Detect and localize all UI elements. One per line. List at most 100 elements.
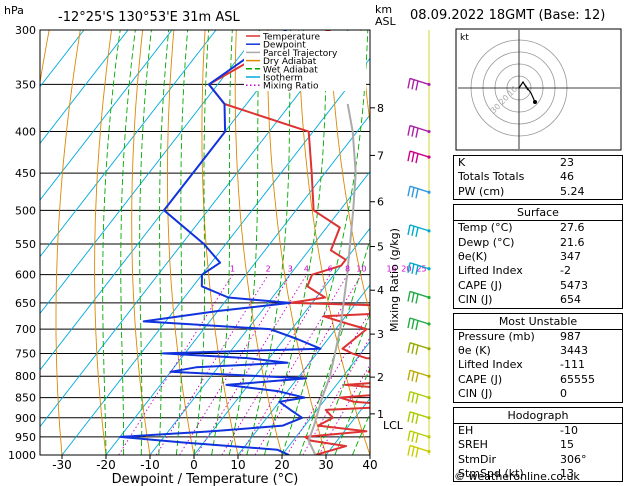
index-label: Totals Totals xyxy=(458,170,525,184)
isotherm xyxy=(281,340,370,455)
dry-adiabat xyxy=(298,30,370,455)
barb-dot xyxy=(427,190,431,194)
mixing-ratio-label: 20 xyxy=(401,265,411,274)
barb-flag xyxy=(411,412,415,423)
barb-staff xyxy=(409,411,430,419)
wet-adiabat xyxy=(316,312,370,455)
barb-flag xyxy=(415,320,419,331)
index-value: 306° xyxy=(560,452,587,466)
wind-barb xyxy=(407,444,431,458)
index-row: Dewp (°C) 21.6 xyxy=(454,236,622,250)
index-row: PW (cm) 5.24 xyxy=(454,185,622,199)
index-row: Pressure (mb) 987 xyxy=(454,330,622,344)
wind-barb xyxy=(407,124,431,138)
lcl-label: LCL xyxy=(383,419,404,432)
barb-staff xyxy=(409,262,430,270)
barb-flag xyxy=(411,126,415,137)
mixing-ratio-label: 10 xyxy=(356,265,366,274)
wind-barb xyxy=(407,290,431,304)
barb-dot xyxy=(427,295,431,300)
storm-motion-marker xyxy=(533,100,537,104)
mixing-ratio-label: 8 xyxy=(345,265,350,274)
hodograph-unit: kt xyxy=(460,33,469,43)
barb-flag xyxy=(407,150,411,162)
wind-barb xyxy=(407,77,431,91)
index-label: θe(K) xyxy=(458,250,488,264)
barb-dot xyxy=(427,374,431,378)
height-tick-label: 5 xyxy=(377,241,384,254)
barb-dot xyxy=(427,347,431,351)
isotherm xyxy=(40,30,305,371)
index-row: StmSpd (kt) 13 xyxy=(454,467,622,481)
barb-flag xyxy=(407,224,411,236)
index-label: EH xyxy=(458,423,474,437)
index-value: 0 xyxy=(560,387,567,401)
index-label: SREH xyxy=(458,438,488,452)
mixing-ratio-label: 16 xyxy=(386,265,396,274)
barb-flag xyxy=(407,411,411,422)
mixing-ratio-label: 4 xyxy=(304,265,309,274)
barb-staff xyxy=(409,150,430,158)
wind-barb xyxy=(407,317,431,331)
barb-flag xyxy=(407,291,411,302)
barb-flag xyxy=(407,186,411,197)
temperature-line xyxy=(207,30,370,455)
index-label: StmSpd (kt) xyxy=(458,466,524,480)
copyright-footer: © weatheronline.co.uk xyxy=(454,470,580,483)
barb-flag xyxy=(411,392,415,403)
barb-flag xyxy=(411,263,415,274)
km-axis-label: km xyxy=(375,3,392,16)
barb-flag xyxy=(407,370,411,381)
index-value: 347 xyxy=(560,250,581,264)
hodograph-frame xyxy=(455,28,622,151)
barb-flag xyxy=(415,414,419,424)
barb-staff xyxy=(409,444,430,453)
pressure-tick-label: 350 xyxy=(15,78,36,91)
hodograph-indices: Hodograph EH -10 SREH 15 StmDir 306° StmSpd (k… xyxy=(453,406,623,483)
isotherm xyxy=(40,30,349,428)
index-value: 987 xyxy=(560,329,581,343)
index-label: CAPE (J) xyxy=(458,278,503,292)
index-row: K 23 xyxy=(454,156,622,170)
wet-adiabat xyxy=(281,30,369,455)
profile-lines xyxy=(119,30,370,455)
dry-adiabat xyxy=(55,30,81,455)
legend-label: Dry Adiabat xyxy=(263,57,317,67)
barb-dot xyxy=(427,155,431,159)
mixing-ratio-axis-title: Mixing Ratio (g/kg) xyxy=(388,228,401,332)
barb-flag xyxy=(415,372,419,383)
height-tick-label: 4 xyxy=(377,284,384,297)
isotherm xyxy=(61,57,370,455)
wet-adiabat xyxy=(211,30,233,455)
wet-adiabat xyxy=(102,30,121,455)
most-unstable-indices: Most Unstable Pressure (mb) 987 θe (K) 3443… xyxy=(453,312,623,403)
barb-staff xyxy=(409,77,430,86)
surface-indices: Surface Temp (°C) 27.6 Dewp (°C) 21.6 θe(K) 3… xyxy=(453,204,623,309)
barb-dot xyxy=(427,82,431,87)
barb-flag xyxy=(415,227,419,238)
index-value: 21.6 xyxy=(560,235,585,249)
mixing-ratio-label: 25 xyxy=(416,265,426,274)
barb-staff xyxy=(409,369,430,377)
pressure-tick-label: 400 xyxy=(15,126,36,139)
index-row: EH -10 xyxy=(454,424,622,438)
index-value: 65555 xyxy=(560,372,595,386)
barb-staff xyxy=(409,124,430,133)
mixing-ratio-line xyxy=(155,274,269,455)
index-value: -111 xyxy=(560,358,585,372)
index-row: StmDir 306° xyxy=(454,453,622,467)
barb-staff xyxy=(409,185,430,193)
pressure-tick-label: 800 xyxy=(15,370,36,383)
height-tick-label: 3 xyxy=(377,328,384,341)
mixing-ratio-line xyxy=(239,274,348,455)
barb-dot xyxy=(427,129,431,134)
wind-barb xyxy=(407,150,431,164)
most-unstable-title: Most Unstable xyxy=(454,314,622,330)
index-row: CIN (J) 0 xyxy=(454,387,622,401)
dry-adiabat xyxy=(360,30,370,127)
index-row: CIN (J) 654 xyxy=(454,293,622,307)
barb-flag xyxy=(415,265,419,275)
wet-adiabat xyxy=(228,30,260,455)
